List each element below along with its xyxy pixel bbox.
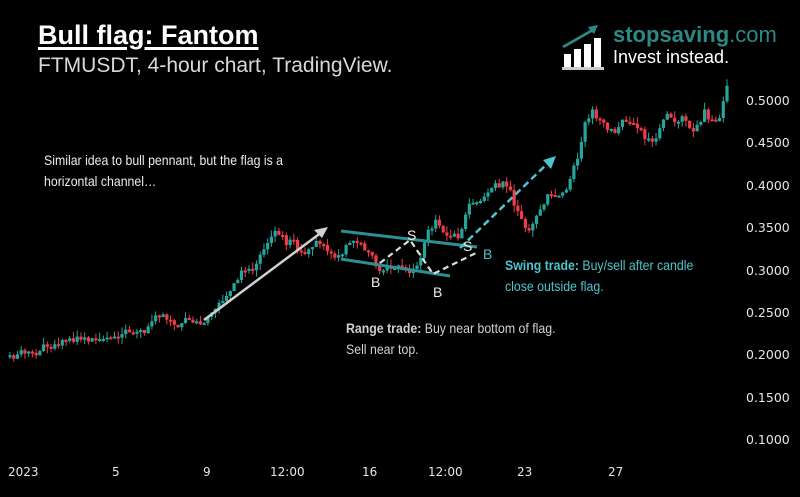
- sell-marker: S: [463, 238, 473, 254]
- y-tick-label: 0.3500: [746, 220, 790, 236]
- x-tick-label: 12:00: [270, 465, 305, 479]
- buy-marker: B: [433, 284, 443, 300]
- chart-title: Bull flag: Fantom: [38, 20, 259, 50]
- y-tick-label: 0.5000: [746, 93, 790, 108]
- x-tick-label: 9: [203, 465, 211, 479]
- intro-annotation: Similar idea to bull pennant, but the fl…: [44, 152, 284, 189]
- y-tick-label: 0.2500: [746, 304, 790, 320]
- swing-trade-annotation: Swing trade: Buy/sell after candle close…: [505, 257, 694, 294]
- buy-marker: B: [371, 274, 381, 290]
- bar-chart-growth-icon: [562, 25, 604, 70]
- brand-name: stopsaving.com: [613, 22, 777, 47]
- brand-logo-block: stopsaving.com Invest instead.: [540, 8, 800, 78]
- y-tick-label: 0.2000: [746, 347, 790, 363]
- y-tick-label: 0.3000: [746, 262, 790, 278]
- y-tick-label: 0.1000: [746, 432, 790, 447]
- sell-marker: S: [407, 227, 417, 243]
- y-tick-label: 0.1500: [746, 389, 790, 405]
- x-tick-label: 12:00: [428, 465, 463, 479]
- x-tick-label: 27: [608, 465, 624, 479]
- buy-marker: B: [483, 246, 493, 262]
- x-tick-label: 5: [112, 465, 120, 479]
- y-tick-label: 0.4500: [746, 135, 790, 151]
- y-tick-label: 0.4000: [746, 177, 790, 193]
- range-trade-annotation: Range trade: Buy near bottom of flag. Se…: [346, 320, 556, 357]
- brand-tagline: Invest instead.: [613, 47, 730, 67]
- x-tick-label: 2023: [8, 465, 39, 479]
- chart-subtitle: FTMUSDT, 4-hour chart, TradingView.: [38, 54, 393, 77]
- x-tick-label: 16: [362, 465, 378, 479]
- x-tick-label: 23: [517, 465, 533, 479]
